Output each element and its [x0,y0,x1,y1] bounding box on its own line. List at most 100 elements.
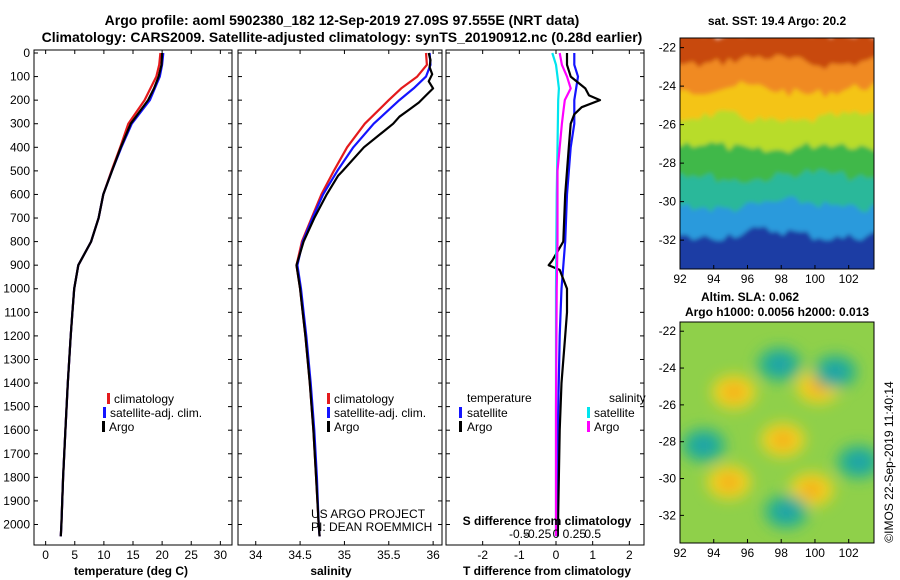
salinity-xlabel: salinity [310,564,352,578]
depth-tick-label: 1200 [3,329,30,343]
legend-label-temp-argo: Argo [467,420,493,434]
sst-band [680,226,874,269]
depth-tick-label: 300 [10,117,30,131]
difference-x-axis: -2 -1 0 1 2 [477,50,633,562]
legend-label-sal-argo: Argo [594,420,620,434]
legend-label-sal-satellite: satellite [594,406,635,420]
sla-anomaly-core [772,431,793,448]
map-x-tick-label: 98 [775,272,789,286]
salinity-diff-tick-label: 0 [553,527,560,541]
legend-label-temp-satellite: satellite [467,406,508,420]
series-line-salinity-argo [554,52,572,537]
legend-title-temperature: temperature [467,391,532,405]
sla-anomaly-core [801,481,822,498]
depth-tick-label: 1900 [3,494,30,508]
x-tick-label: -1 [514,548,525,562]
depth-axis: 0 100 200 300 400 500 600 700 800 900 1000 1100 1200… [3,46,644,531]
sla-map-axes: 92 94 96 98 100 102 -22 -24 -26 -28 -30 -32 [659,324,859,560]
map-x-tick-label: 100 [805,546,825,560]
legend-label-satellite: satellite-adj. clim. [110,406,202,420]
map-x-tick-label: 96 [741,272,755,286]
map-x-tick-label: 98 [775,546,789,560]
map-y-tick-label: -32 [659,233,677,247]
depth-tick-label: 1800 [3,470,30,484]
depth-tick-label: 1000 [3,282,30,296]
map-y-tick-label: -28 [659,435,677,449]
x-tick-label: 2 [626,548,633,562]
temperature-xlabel: temperature (deg C) [74,564,188,578]
salinity-panel-frame [237,49,443,546]
salinity-diff-tick-label: 0.5 [584,527,601,541]
map-y-tick-label: -30 [659,472,677,486]
depth-tick-label: 1400 [3,376,30,390]
map-x-tick-label: 100 [805,272,825,286]
salinity-diff-tick-label: -0.5 [509,527,530,541]
sst-map [680,38,874,269]
sst-map-title: sat. SST: 19.4 Argo: 20.2 [708,14,847,28]
depth-tick-label: 500 [10,164,30,178]
x-tick-label: 5 [71,548,78,562]
legend-swatch-temp-argo [459,421,462,432]
sla-anomaly-core [718,474,739,491]
x-tick-label: 35.5 [377,548,401,562]
x-tick-label: 1 [589,548,596,562]
salinity-x-axis: 34 34.5 35 35.5 36 [249,50,440,562]
series-line-temperature-satellite [556,53,580,537]
legend-swatch-climatology [107,393,110,404]
map-y-tick-label: -22 [659,41,677,55]
depth-tick-label: 1500 [3,400,30,414]
sla-map-title: Altim. SLA: 0.062 [701,290,799,304]
series-line-temperature-argo [547,53,602,537]
map-x-tick-label: 96 [741,546,755,560]
x-tick-label: -2 [477,548,488,562]
difference-xlabel: T difference from climatology [463,564,631,578]
temperature-x-axis: 0 5 10 15 20 25 30 [42,50,227,562]
depth-tick-label: 2000 [3,517,30,531]
x-tick-label: 34.5 [288,548,312,562]
map-y-tick-label: -24 [659,361,677,375]
legend-label-argo: Argo [334,420,360,434]
depth-tick-label: 100 [10,70,30,84]
x-tick-label: 15 [126,548,140,562]
map-x-tick-label: 94 [707,546,721,560]
x-tick-label: 30 [214,548,228,562]
sla-map [680,322,874,543]
map-x-tick-label: 94 [707,272,721,286]
map-y-tick-label: -32 [659,508,677,522]
legend-title-salinity: salinity [609,391,646,405]
figure-title-line1: Argo profile: aoml 5902380_182 12-Sep-20… [105,12,580,28]
salinity-difference-axis: -0.5-0.25 0 0.250.5 [509,527,601,541]
map-x-tick-label: 102 [839,546,859,560]
x-tick-label: 10 [97,548,111,562]
depth-tick-label: 1600 [3,423,30,437]
legend-swatch-satellite [103,407,106,418]
x-tick-label: 0 [553,548,560,562]
map-x-tick-label: 102 [839,272,859,286]
depth-tick-label: 600 [10,187,30,201]
depth-tick-label: 700 [10,211,30,225]
legend-swatch-satellite [327,407,330,418]
x-tick-label: 36 [426,548,440,562]
map-y-tick-label: -28 [659,156,677,170]
x-tick-label: 0 [42,548,49,562]
sla-map-frame [679,321,875,544]
legend-label-satellite: satellite-adj. clim. [334,406,426,420]
difference-panel-frame [445,49,645,546]
sla-anomaly-core [769,356,790,373]
x-tick-label: 34 [249,548,263,562]
legend-swatch-climatology [327,393,330,404]
x-tick-label: 20 [155,548,169,562]
legend-swatch-argo [102,421,105,432]
map-x-tick-label: 92 [673,546,687,560]
credit-pi: PI: DEAN ROEMMICH [311,520,432,534]
depth-tick-label: 0 [23,46,30,60]
temperature-curves [59,52,165,537]
depth-tick-label: 800 [10,235,30,249]
legend-label-argo: Argo [109,420,135,434]
salinity-legend: climatology satellite-adj. clim. Argo [327,392,426,434]
legend-swatch-temp-satellite [459,407,462,418]
legend-label-climatology: climatology [114,392,174,406]
salinity-curves [295,52,435,537]
depth-tick-label: 1300 [3,352,30,366]
